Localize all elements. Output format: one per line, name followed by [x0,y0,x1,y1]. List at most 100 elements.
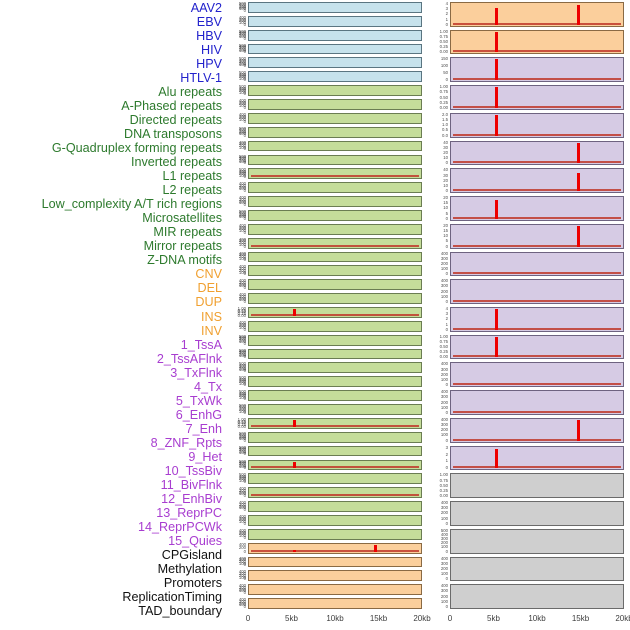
y-tick-label: 100 [238,296,246,303]
track-panel[interactable] [248,265,422,277]
y-axis-ticks: 1.00 0.75 0.50 0.25 0.00 [428,333,449,359]
track-panel[interactable] [450,57,624,83]
track-panel[interactable] [248,279,422,291]
track-panel[interactable] [450,112,624,138]
track-panel[interactable] [248,307,422,318]
y-tick-label: 0 [243,589,246,596]
track-panel[interactable] [248,556,422,568]
y-tick-label: 0 [445,270,448,277]
track-panel[interactable] [450,473,624,499]
track-panel[interactable] [248,598,422,609]
y-tick-label: 0.25 [237,421,246,428]
y-tick-label: 100 [238,518,246,525]
track-panel[interactable] [248,404,422,415]
track-panel[interactable] [450,362,624,388]
track-panel[interactable] [248,320,422,332]
track-panel[interactable] [248,140,422,152]
track-panel[interactable] [450,85,624,110]
track-panel[interactable] [248,334,422,346]
track-panel[interactable] [248,209,422,221]
track-panel[interactable] [248,459,422,471]
track-panel[interactable] [248,85,422,97]
track-panel[interactable] [450,251,624,277]
track-panel[interactable] [450,2,624,27]
y-tick-label: 200 [238,225,246,232]
track-panel[interactable] [450,279,624,304]
track-panel[interactable] [248,71,422,83]
y-tick-label: 300 [238,140,246,147]
y-tick-label: 300 [238,363,246,370]
track-panel[interactable] [248,223,422,235]
track-panel[interactable] [248,293,422,304]
track-panel[interactable] [248,43,422,55]
track-label: 10_TssBiv [164,463,222,478]
track-panel[interactable] [248,112,422,124]
y-axis-ticks: 400 300 200 100 0 [226,139,247,151]
y-tick-label: 400 [238,376,246,382]
y-tick-label: 0 [445,187,448,194]
x-tick-label: 10kb [326,614,344,623]
track-panel[interactable] [450,223,624,249]
track-panel[interactable] [248,348,422,360]
track-panel[interactable] [450,501,624,526]
track-panel[interactable] [450,417,624,443]
track-panel[interactable] [248,542,422,554]
track-panel[interactable] [248,251,422,263]
y-tick-label: 400 [238,473,246,479]
track-panel[interactable] [450,307,624,332]
baseline-line [251,175,419,178]
y-tick-label: 150 [440,55,448,62]
y-tick-label: 300 [238,128,246,134]
track-panel[interactable] [248,487,422,499]
y-tick-label: 300 [238,598,246,605]
track-panel[interactable] [248,15,422,27]
y-tick-label: 200 [440,509,448,516]
y-tick-label: 0 [243,409,246,416]
track-panel[interactable] [248,431,422,443]
y-tick-label: 0 [243,35,246,41]
track-panel[interactable] [450,168,624,194]
track-panel[interactable] [248,126,422,138]
track-panel[interactable] [248,473,422,485]
track-panel[interactable] [248,376,422,388]
track-panel[interactable] [450,29,624,55]
track-panel[interactable] [248,182,422,194]
track-panel[interactable] [248,445,422,457]
track-panel[interactable] [248,168,422,180]
y-axis-ticks: 500 400 300 200 100 0 [226,375,247,387]
track-panel[interactable] [248,99,422,110]
track-panel[interactable] [450,556,624,582]
track-panel[interactable] [450,445,624,471]
y-tick-label: 200 [238,558,246,565]
track-label: 13_ReprPC [156,505,222,520]
y-tick-label: 2 [445,315,448,322]
track-panel[interactable] [248,196,422,207]
track-panel[interactable] [450,528,624,554]
baseline-line [453,161,621,164]
track-panel[interactable] [248,390,422,402]
track-panel[interactable] [450,390,624,415]
track-panel[interactable] [248,29,422,41]
track-panel[interactable] [248,570,422,582]
y-tick-label: 300 [238,86,246,93]
track-panel[interactable] [450,334,624,360]
track-panel[interactable] [450,584,624,609]
track-panel[interactable] [248,362,422,374]
track-panel[interactable] [248,2,422,13]
track-row: 400 300 200 100 0 [226,500,422,512]
track-panel[interactable] [248,237,422,249]
track-label: 9_Het [188,449,222,464]
data-spike [577,173,581,192]
track-panel[interactable] [248,417,422,429]
track-panel[interactable] [248,528,422,540]
track-panel[interactable] [450,140,624,166]
track-panel[interactable] [248,501,422,512]
track-panel[interactable] [450,196,624,221]
track-panel[interactable] [248,584,422,596]
track-panel[interactable] [248,154,422,166]
track-panel[interactable] [248,514,422,526]
y-tick-label: 0 [243,76,246,83]
y-axis-ticks: 500 400 300 200 100 0 [226,403,247,416]
track-panel[interactable] [248,57,422,69]
